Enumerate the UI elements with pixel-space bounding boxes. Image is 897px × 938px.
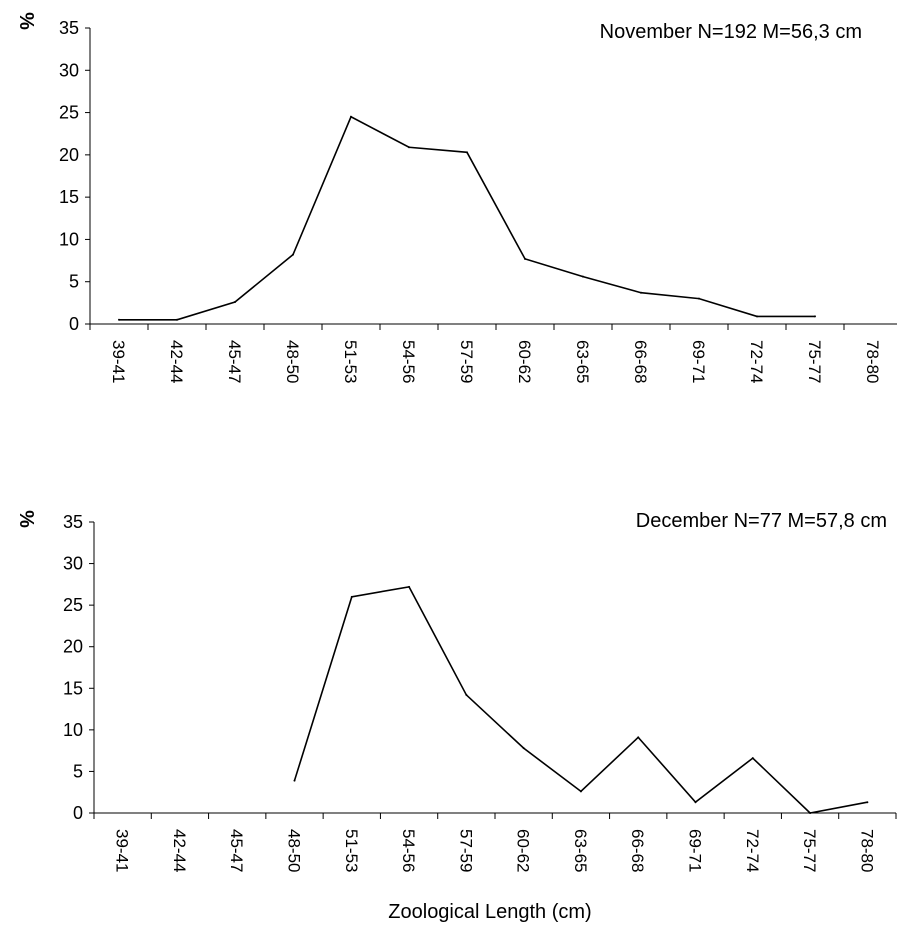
chart-november-x-tick-label: 60-62 bbox=[515, 340, 534, 383]
chart-december-x-axis-label: Zoological Length (cm) bbox=[388, 901, 591, 923]
chart-november-y-axis-label: % bbox=[15, 12, 37, 30]
chart-november-y-tick-label: 0 bbox=[69, 314, 79, 334]
chart-december-y-tick-label: 10 bbox=[63, 720, 83, 740]
chart-november-data-point bbox=[640, 291, 642, 294]
chart-november-y-tick-label: 25 bbox=[59, 103, 79, 123]
chart-december-y-tick-label: 5 bbox=[73, 761, 83, 781]
chart-december-x-tick-label: 48-50 bbox=[285, 829, 304, 872]
chart-december-series-line bbox=[293, 585, 868, 814]
chart-december-y-tick-label: 30 bbox=[63, 554, 83, 574]
chart-november-annotation: November N=192 M=56,3 cm bbox=[600, 21, 862, 43]
chart-november-data-point bbox=[350, 115, 352, 118]
chart-november-y-tick-label: 10 bbox=[59, 229, 79, 249]
chart-december-x-tick-label: 66-68 bbox=[628, 829, 647, 872]
chart-november-data-point bbox=[292, 253, 294, 256]
chart-november-x-tick-label: 54-56 bbox=[399, 340, 418, 383]
chart-november-series-line bbox=[119, 115, 815, 321]
chart-december-data-point bbox=[751, 757, 754, 760]
chart-december-data-point bbox=[866, 801, 869, 804]
chart-december-data-point bbox=[522, 747, 525, 750]
chart-december-x-tick-label: 72-74 bbox=[743, 829, 762, 872]
chart-december-x-tick-label: 54-56 bbox=[399, 829, 418, 872]
chart-december-data-point bbox=[637, 736, 640, 739]
chart-november-x-tick-label: 69-71 bbox=[689, 340, 708, 383]
chart-november-y-tick-label: 5 bbox=[69, 272, 79, 292]
chart-december-data-point bbox=[694, 801, 697, 804]
chart-december-x-tick-label: 63-65 bbox=[571, 829, 590, 872]
chart-november-data-point bbox=[756, 315, 758, 318]
chart-december-annotation: December N=77 M=57,8 cm bbox=[636, 510, 887, 532]
chart-december-y-tick-label: 0 bbox=[73, 803, 83, 823]
chart-november-data-point bbox=[524, 257, 526, 260]
chart-december-data-point bbox=[293, 779, 296, 782]
chart-november: November N=192 M=56,3 cm % 0 5 10 15 20 25 30 3… bbox=[15, 12, 897, 383]
chart-december-x-tick-label: 69-71 bbox=[686, 829, 705, 872]
chart-december-data-point bbox=[408, 585, 411, 588]
chart-december-data-point bbox=[809, 812, 812, 814]
chart-november-x-tick-label: 39-41 bbox=[109, 340, 128, 383]
chart-december-y-tick-label: 15 bbox=[63, 678, 83, 698]
chart-december-y-tick-label: 20 bbox=[63, 637, 83, 657]
chart-december-y-tick-label: 35 bbox=[63, 512, 83, 532]
chart-november-y-tick-label: 15 bbox=[59, 187, 79, 207]
chart-december: December N=77 M=57,8 cm % Zoological Len… bbox=[15, 510, 897, 923]
chart-december-x-tick-label: 78-80 bbox=[857, 829, 876, 872]
chart-november-data-point bbox=[234, 301, 236, 304]
chart-december-x-tick-label: 51-53 bbox=[342, 829, 361, 872]
chart-november-y-tick-label: 35 bbox=[59, 18, 79, 38]
chart-november-y-tick-label: 30 bbox=[59, 60, 79, 80]
chart-november-y-tick-label: 20 bbox=[59, 145, 79, 165]
chart-december-x-tick-label: 57-59 bbox=[456, 829, 475, 872]
chart-december-y-tick-label: 25 bbox=[63, 595, 83, 615]
chart-november-data-point bbox=[698, 297, 700, 300]
chart-december-x-tick-label: 60-62 bbox=[514, 829, 533, 872]
chart-november-x-tick-label: 72-74 bbox=[747, 340, 766, 383]
chart-november-x-tick-label: 51-53 bbox=[341, 340, 360, 383]
chart-november-x-tick-label: 45-47 bbox=[225, 340, 244, 383]
chart-november-x-tick-label: 66-68 bbox=[631, 340, 650, 383]
chart-december-data-point bbox=[465, 693, 468, 696]
chart-november-data-point bbox=[408, 146, 410, 149]
chart-november-x-tick-label: 78-80 bbox=[863, 340, 882, 383]
chart-november-data-point bbox=[814, 315, 816, 318]
chart-november-data-point bbox=[118, 318, 120, 321]
chart-november-x-tick-label: 48-50 bbox=[283, 340, 302, 383]
chart-november-x-tick-label: 57-59 bbox=[457, 340, 476, 383]
chart-december-x-tick-label: 39-41 bbox=[113, 829, 132, 872]
chart-november-x-tick-label: 63-65 bbox=[573, 340, 592, 383]
chart-december-y-axis-label: % bbox=[15, 510, 37, 528]
chart-december-x-tick-label: 75-77 bbox=[800, 829, 819, 872]
chart-november-data-point bbox=[176, 318, 178, 321]
chart-december-x-tick-label: 42-44 bbox=[170, 829, 189, 872]
chart-november-x-tick-label: 42-44 bbox=[167, 340, 186, 383]
chart-november-data-point bbox=[466, 151, 468, 154]
chart-december-x-tick-label: 45-47 bbox=[227, 829, 246, 872]
chart-november-data-point bbox=[582, 275, 584, 278]
chart-november-x-tick-label: 75-77 bbox=[805, 340, 824, 383]
chart-december-data-point bbox=[350, 595, 353, 598]
chart-december-data-point bbox=[579, 790, 582, 793]
